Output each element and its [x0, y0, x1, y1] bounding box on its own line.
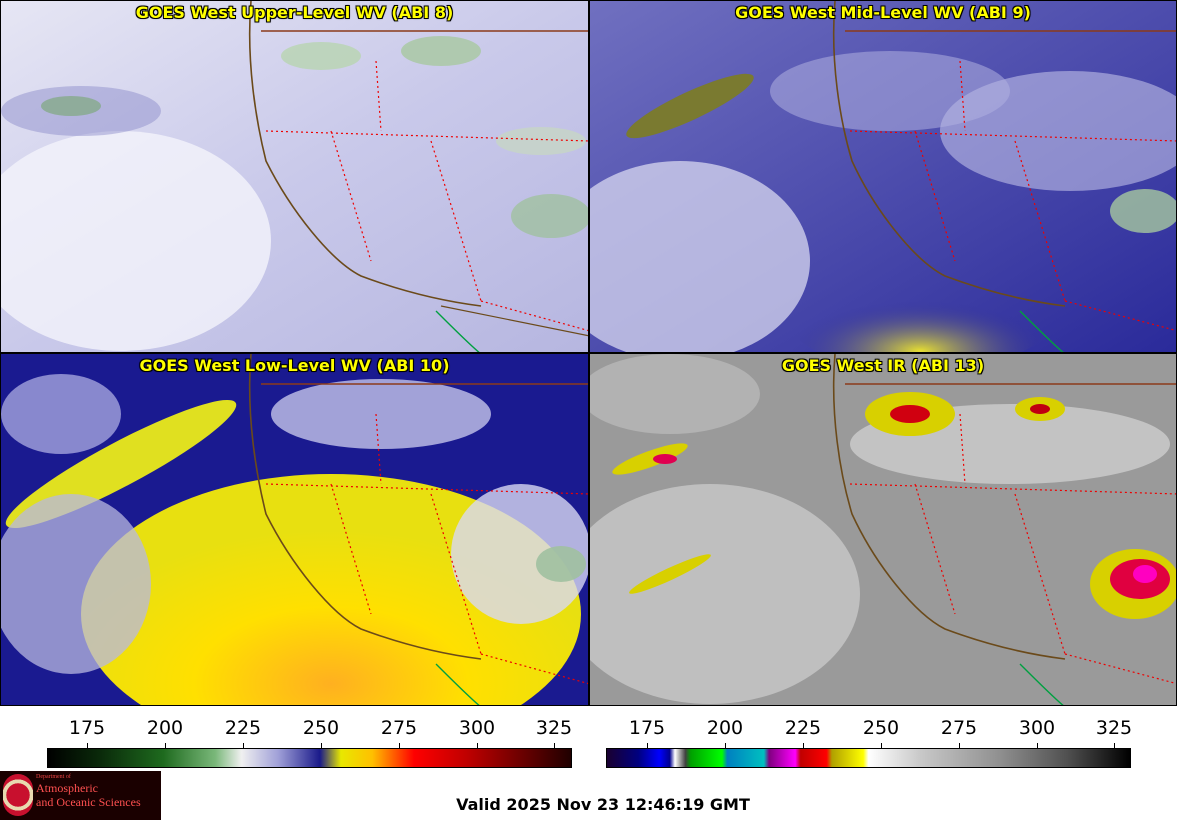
- mid-level-wv-image: [590, 1, 1176, 352]
- tick-label: 225: [784, 717, 822, 739]
- wv-color-scale: [47, 748, 572, 768]
- panel-low-level-wv: GOES West Low-Level WV (ABI 10): [0, 353, 589, 706]
- ir-color-scale: [606, 748, 1131, 768]
- logo-name: Atmospheric and Oceanic Sciences: [36, 781, 141, 809]
- panel-title: GOES West IR (ABI 13): [781, 356, 985, 375]
- panel-mid-level-wv: GOES West Mid-Level WV (ABI 9): [589, 0, 1177, 353]
- tick-label: 325: [535, 717, 573, 739]
- tick-label: 300: [1018, 717, 1056, 739]
- tick-label: 300: [458, 717, 496, 739]
- logo-line-atmospheric: Atmospheric: [36, 781, 98, 795]
- uw-seal-icon: [3, 774, 33, 816]
- tick-label: 250: [302, 717, 340, 739]
- tick-label: 325: [1095, 717, 1133, 739]
- tick-label: 250: [862, 717, 900, 739]
- tick-label: 200: [146, 717, 184, 739]
- ir-image: [590, 354, 1176, 705]
- tick-label: 275: [940, 717, 978, 739]
- panel-ir: GOES West IR (ABI 13): [589, 353, 1177, 706]
- panel-title: GOES West Upper-Level WV (ABI 8): [135, 3, 454, 22]
- logo-dept-line: Department of: [36, 774, 71, 780]
- low-level-wv-image: [1, 354, 588, 705]
- tick-label: 175: [68, 717, 106, 739]
- valid-time: Valid 2025 Nov 23 12:46:19 GMT: [456, 795, 750, 814]
- panel-upper-level-wv: GOES West Upper-Level WV (ABI 8): [0, 0, 589, 353]
- tick-label: 225: [224, 717, 262, 739]
- panel-title: GOES West Mid-Level WV (ABI 9): [735, 3, 1031, 22]
- tick-label: 275: [380, 717, 418, 739]
- aos-logo: Department of Atmospheric and Oceanic Sc…: [0, 771, 161, 820]
- tick-label: 200: [706, 717, 744, 739]
- upper-level-wv-image: [1, 1, 588, 352]
- logo-line-oceanic: and Oceanic Sciences: [36, 795, 141, 809]
- tick-label: 175: [628, 717, 666, 739]
- panel-title: GOES West Low-Level WV (ABI 10): [139, 356, 450, 375]
